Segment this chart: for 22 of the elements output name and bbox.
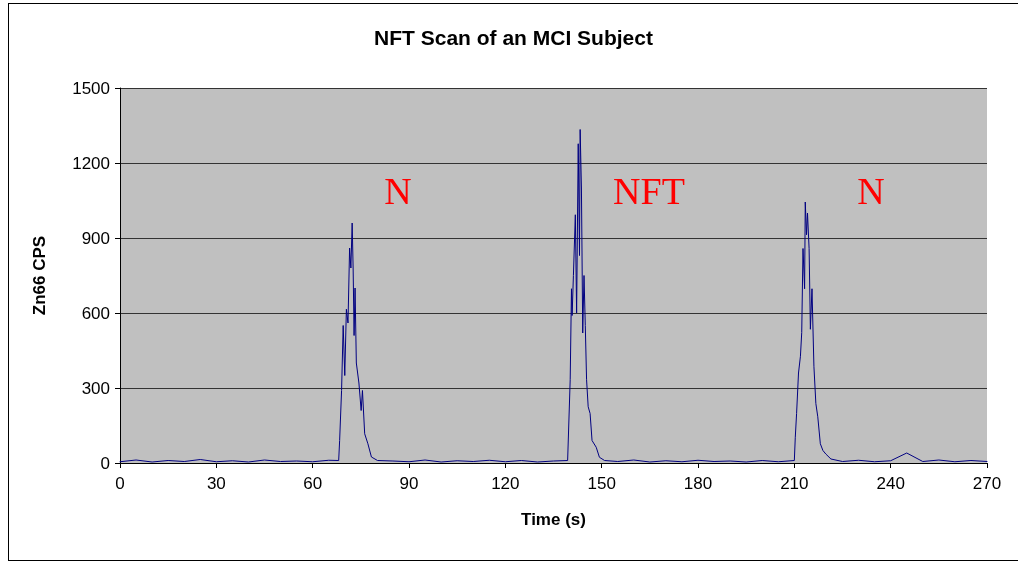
y-tick-label: 600 <box>81 303 110 323</box>
x-tick-label: 60 <box>303 474 323 493</box>
x-tick-label: 90 <box>399 474 419 493</box>
x-tick-label: 150 <box>587 474 616 493</box>
x-tick-label: 210 <box>780 474 809 493</box>
x-axis-title: Time (s) <box>521 510 586 529</box>
annotation: N <box>857 170 885 212</box>
chart-title: NFT Scan of an MCI Subject <box>374 26 653 49</box>
x-tick-label: 0 <box>115 474 125 493</box>
x-tick-label: 180 <box>683 474 713 493</box>
x-tick-label: 120 <box>491 474 520 493</box>
x-tick-label: 30 <box>206 474 226 493</box>
x-tick-label: 240 <box>876 474 905 493</box>
y-tick-label: 1200 <box>72 153 110 173</box>
annotation: N <box>384 170 412 212</box>
y-tick-label: 900 <box>81 228 110 248</box>
y-axis-title: Zn66 CPS <box>30 235 49 316</box>
y-tick-label: 1500 <box>72 78 110 98</box>
y-tick-label: 300 <box>81 378 110 398</box>
annotation: NFT <box>613 170 685 212</box>
x-tick-label: 270 <box>972 474 1002 493</box>
y-tick-label: 0 <box>100 453 110 473</box>
